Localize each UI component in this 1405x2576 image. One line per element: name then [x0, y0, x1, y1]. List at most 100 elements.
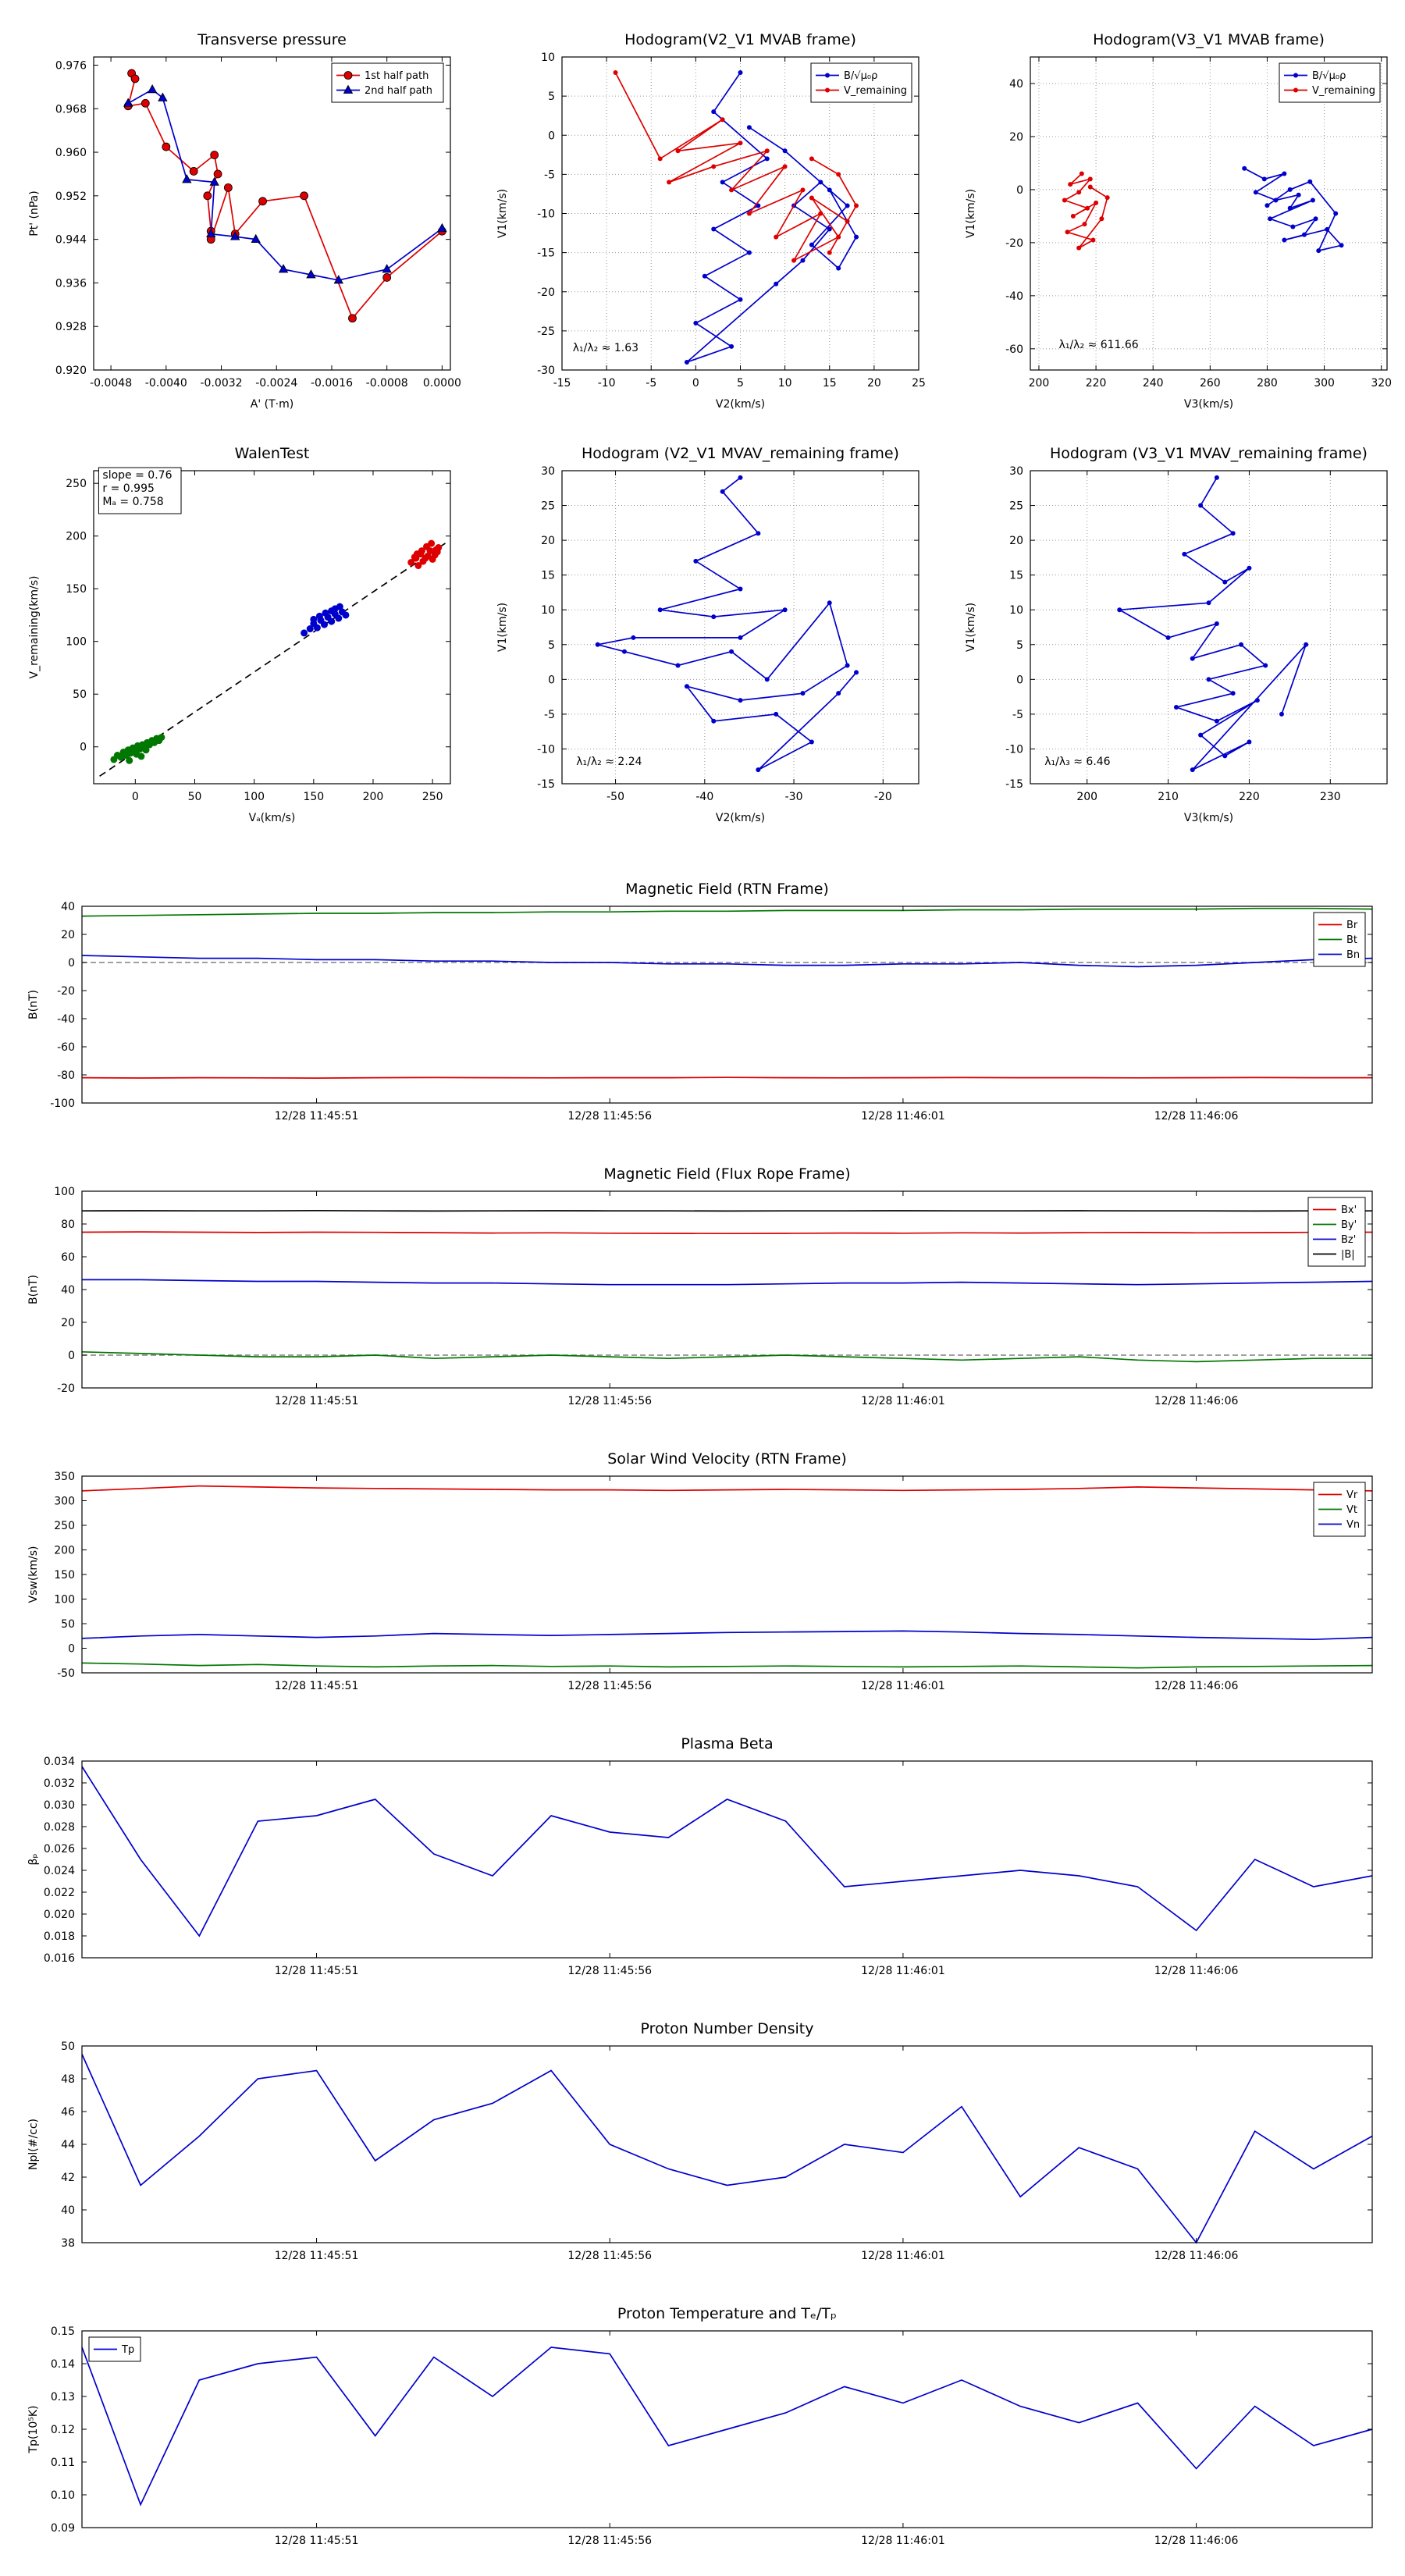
- chart-svg: 12/28 11:45:51 12/28 11:45:56 12/28 11:46:…: [27, 881, 1373, 1123]
- y-tick-label: 0.944: [55, 234, 87, 247]
- y-axis-label: V1(km/s): [496, 189, 509, 238]
- chart-hodogram-v2v1-mvav: -50 -40 -30 -20 -15 -10 -5 0 5 10 15 20 25 30 Hodogram…: [480, 433, 933, 835]
- x-tick-label: 150: [303, 791, 324, 803]
- y-tick-label: -40: [57, 1013, 75, 1026]
- y-tick-label: 0: [548, 130, 555, 142]
- chart-hodogram-v2v1-mvab: -15 -10 -5 0 5 10 15 20 25 -30 -25 -20 -15 -10 -5 0 5 10 H…: [480, 20, 933, 422]
- chart-title: Hodogram(V2_V1 MVAB frame): [624, 31, 856, 48]
- x-tick-label: 12/28 11:45:56: [567, 1680, 652, 1692]
- y-tick-label: -5: [544, 169, 555, 181]
- x-tick-label: 220: [1239, 791, 1260, 803]
- y-tick-label: 5: [548, 91, 555, 103]
- y-tick-label: 20: [541, 535, 555, 547]
- legend-label: Tp: [121, 2344, 134, 2356]
- annotation-text: slope = 0.76: [102, 469, 172, 482]
- chart-title: Solar Wind Velocity (RTN Frame): [607, 1450, 847, 1468]
- x-tick-label: 5: [737, 377, 744, 390]
- x-tick-label: 12/28 11:45:56: [567, 1110, 652, 1123]
- annotation-text: λ₁/λ₃ ≈ 6.46: [1044, 756, 1110, 768]
- y-axis-label: Vsw(km/s): [27, 1546, 40, 1603]
- y-tick-label: -15: [537, 778, 555, 791]
- y-tick-label: 0.024: [44, 1865, 75, 1877]
- x-tick-label: 12/28 11:46:01: [861, 1965, 945, 1977]
- legend-label: By': [1341, 1219, 1357, 1231]
- x-tick-label: 12/28 11:45:51: [275, 1680, 359, 1692]
- y-tick-label: 0.022: [44, 1887, 75, 1899]
- chart-svg: -15 -10 -5 0 5 10 15 20 25 -30 -25 -20 -15 -10 -5 0 5 10 H…: [496, 31, 926, 411]
- x-tick-label: 12/28 11:46:01: [861, 1395, 945, 1407]
- x-tick-label: 12/28 11:46:06: [1154, 1965, 1239, 1977]
- chart-svg: 12/28 11:45:51 12/28 11:45:56 12/28 11:46:…: [27, 1735, 1373, 1977]
- x-tick-label: 320: [1371, 377, 1392, 390]
- y-tick-label: -15: [537, 247, 555, 260]
- y-tick-label: 0.960: [55, 147, 87, 159]
- y-tick-label: 44: [61, 2139, 75, 2151]
- legend-label: Bt: [1346, 934, 1357, 946]
- x-axis-label: A' (T·m): [251, 398, 293, 411]
- y-tick-label: 15: [1009, 570, 1023, 582]
- chart-svg: 12/28 11:45:51 12/28 11:45:56 12/28 11:46:…: [27, 1165, 1373, 1407]
- y-tick-label: 48: [61, 2073, 75, 2086]
- chart-svg: 12/28 11:45:51 12/28 11:45:56 12/28 11:46:…: [27, 1450, 1373, 1692]
- chart-solar-wind-velocity: 12/28 11:45:51 12/28 11:45:56 12/28 11:46:…: [16, 1440, 1389, 1713]
- legend-box: [331, 62, 444, 103]
- y-tick-label: -20: [1005, 237, 1023, 250]
- y-tick-label: -80: [57, 1069, 75, 1082]
- y-tick-label: 100: [66, 636, 87, 649]
- y-tick-label: 0.09: [51, 2522, 75, 2535]
- x-tick-label: -0.0040: [145, 377, 187, 390]
- y-tick-label: 20: [61, 1317, 75, 1329]
- x-axis-label: Vₐ(km/s): [249, 812, 296, 824]
- y-tick-label: -20: [57, 1382, 75, 1395]
- y-tick-label: 30: [541, 465, 555, 478]
- y-tick-label: 40: [61, 901, 75, 913]
- y-tick-label: 0.13: [51, 2391, 75, 2403]
- y-axis-label: V1(km/s): [965, 603, 977, 652]
- y-axis-label: Npl(#/cc): [27, 2119, 40, 2170]
- legend-label: 2nd half path: [365, 85, 432, 97]
- y-tick-label: -20: [537, 286, 555, 299]
- y-tick-label: -15: [1005, 778, 1023, 791]
- x-axis-label: V2(km/s): [716, 398, 765, 411]
- x-tick-label: 12/28 11:45:51: [275, 2535, 359, 2547]
- y-tick-label: 200: [66, 531, 87, 543]
- y-tick-label: 0.976: [55, 59, 87, 72]
- x-tick-label: 200: [1076, 791, 1097, 803]
- legend-box: [1279, 62, 1381, 103]
- x-tick-label: 12/28 11:46:06: [1154, 2535, 1239, 2547]
- chart-title: Plasma Beta: [681, 1735, 773, 1752]
- y-tick-label: 20: [1009, 535, 1023, 547]
- y-tick-label: 0.030: [44, 1799, 75, 1812]
- x-tick-label: 12/28 11:45:56: [567, 1395, 652, 1407]
- y-tick-label: 0.14: [51, 2358, 75, 2371]
- y-tick-label: 150: [54, 1569, 75, 1582]
- chart-svg: 12/28 11:45:51 12/28 11:45:56 12/28 11:46:…: [27, 2305, 1373, 2547]
- y-tick-label: 0.920: [55, 365, 87, 377]
- annotation-text: λ₁/λ₂ ≈ 611.66: [1059, 339, 1139, 351]
- x-tick-label: -5: [646, 377, 656, 390]
- y-tick-label: 250: [54, 1520, 75, 1532]
- x-tick-label: 0: [692, 377, 699, 390]
- chart-svg: -50 -40 -30 -20-15-10-5051015202530Hodogram…: [496, 445, 919, 824]
- y-tick-label: 0.11: [51, 2457, 75, 2469]
- y-tick-label: -50: [57, 1667, 75, 1680]
- chart-title: Proton Number Density: [641, 2020, 814, 2037]
- legend-label: Bn: [1346, 949, 1360, 961]
- y-tick-label: 80: [61, 1219, 75, 1231]
- chart-svg: 200 210 220 230 -15 -10 -5 0 5 10 15 20 25 30 Hodogram…: [965, 445, 1388, 824]
- y-tick-label: 40: [61, 2204, 75, 2217]
- y-tick-label: 0.10: [51, 2489, 75, 2502]
- y-tick-label: 0.020: [44, 1909, 75, 1921]
- x-tick-label: 220: [1086, 377, 1107, 390]
- y-tick-label: 0: [68, 957, 75, 970]
- y-tick-label: 350: [54, 1471, 75, 1483]
- y-tick-label: 46: [61, 2106, 75, 2119]
- y-tick-label: 0.936: [55, 277, 87, 290]
- y-tick-label: -60: [57, 1041, 75, 1054]
- y-tick-label: 0.018: [44, 1930, 75, 1943]
- y-tick-label: 10: [541, 52, 555, 64]
- legend-label: Vn: [1346, 1519, 1360, 1531]
- y-axis-label: Pt' (nPa): [28, 190, 41, 236]
- x-tick-label: -15: [553, 377, 571, 390]
- x-tick-label: 12/28 11:46:01: [861, 1680, 945, 1692]
